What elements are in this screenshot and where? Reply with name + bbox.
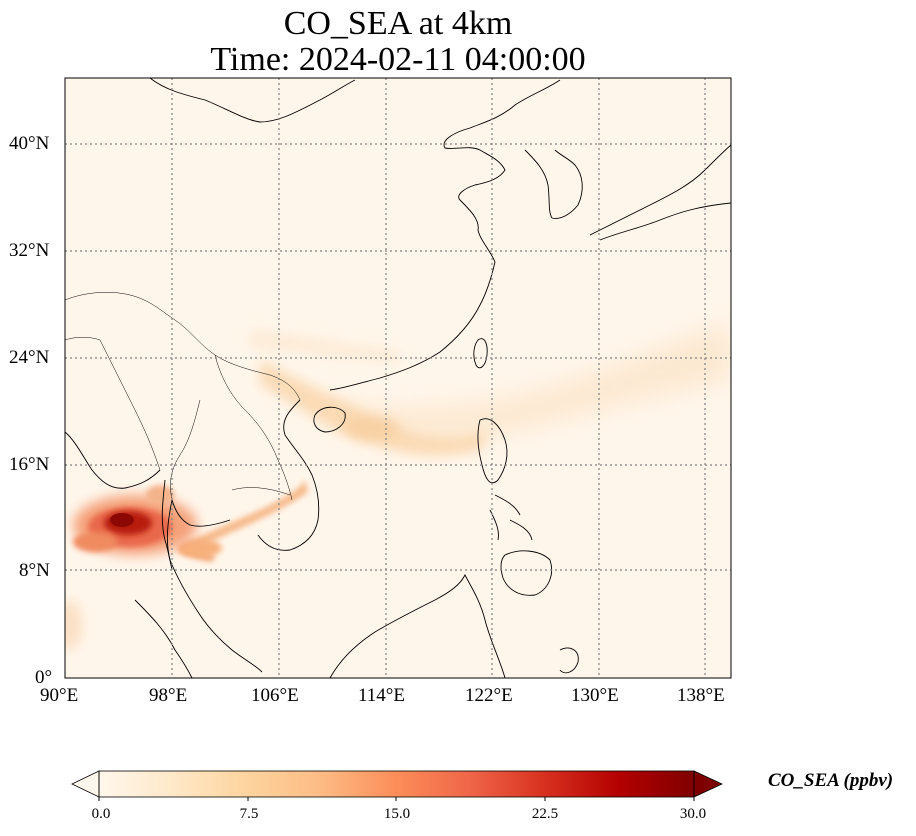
lon-tick-label: 106°E [251,685,299,706]
colorbar-tick-label: 7.5 [239,806,259,822]
lat-tick-label: 16°N [9,454,50,475]
luzon-coastline [477,418,508,484]
myanmar-coastline [65,431,173,571]
colorbar-min-extend [71,770,100,798]
north-thai-plume [146,485,174,505]
hainan-coastline [313,406,346,433]
cambodia-border [231,487,291,496]
map-frame [64,77,732,679]
sulawesi-coastline [559,647,579,674]
bay-plume [65,600,82,650]
india-border [65,337,101,341]
laos-border [214,354,293,501]
borneo-coastline [329,573,506,678]
andaman-plume [73,532,117,552]
lon-tick-label: 98°E [149,685,188,706]
thai-border [170,399,201,501]
sumatra-coastline [134,599,193,678]
myanmar-peak [110,513,134,527]
cambodia-plume [185,480,308,555]
lon-tick-label: 130°E [571,685,619,706]
south-china-band [250,330,400,362]
colorbar-label: CO_SEA (ppbv) [768,770,894,791]
visayas-coastline [489,494,533,541]
thailand-plume [178,539,222,557]
pacific-band [330,322,731,439]
lat-tick-label: 40°N [9,133,50,154]
lon-tick-label: 90°E [40,685,79,706]
lat-tick-label: 32°N [9,240,50,261]
malay-coastline [166,499,263,673]
korea-coastline [524,149,583,219]
colorbar-tick-label: 15.0 [383,806,411,822]
colorbar-bar [99,771,694,797]
lon-tick-label: 122°E [465,685,513,706]
colorbar-tick-label: 30.0 [679,806,707,822]
lat-tick-label: 8°N [19,560,50,581]
gridlines [65,78,731,678]
lat-tick-label: 24°N [9,347,50,368]
colorbar-tick-label: 22.5 [531,806,559,822]
colorbar-tick-label: 0.0 [91,806,111,822]
country-borders [65,292,301,501]
map-subtitle: Time: 2024-02-11 04:00:00 [210,41,586,78]
china-south-border [65,292,301,401]
colorbar [71,770,723,801]
map-title: CO_SEA at 4km [283,5,513,42]
lat-tick-label: 0° [35,667,53,688]
taiwan-coastline [473,338,488,369]
myanmar-border [99,339,161,471]
japan-coastline [589,144,731,241]
hainan-plume [344,418,400,438]
indochina-coastline [257,399,320,551]
china-coastline [329,79,561,391]
north-border [149,78,356,123]
lon-tick-label: 114°E [358,685,405,706]
coastlines [65,78,731,678]
lon-tick-label: 138°E [677,685,725,706]
colorbar-max-extend [693,770,723,798]
